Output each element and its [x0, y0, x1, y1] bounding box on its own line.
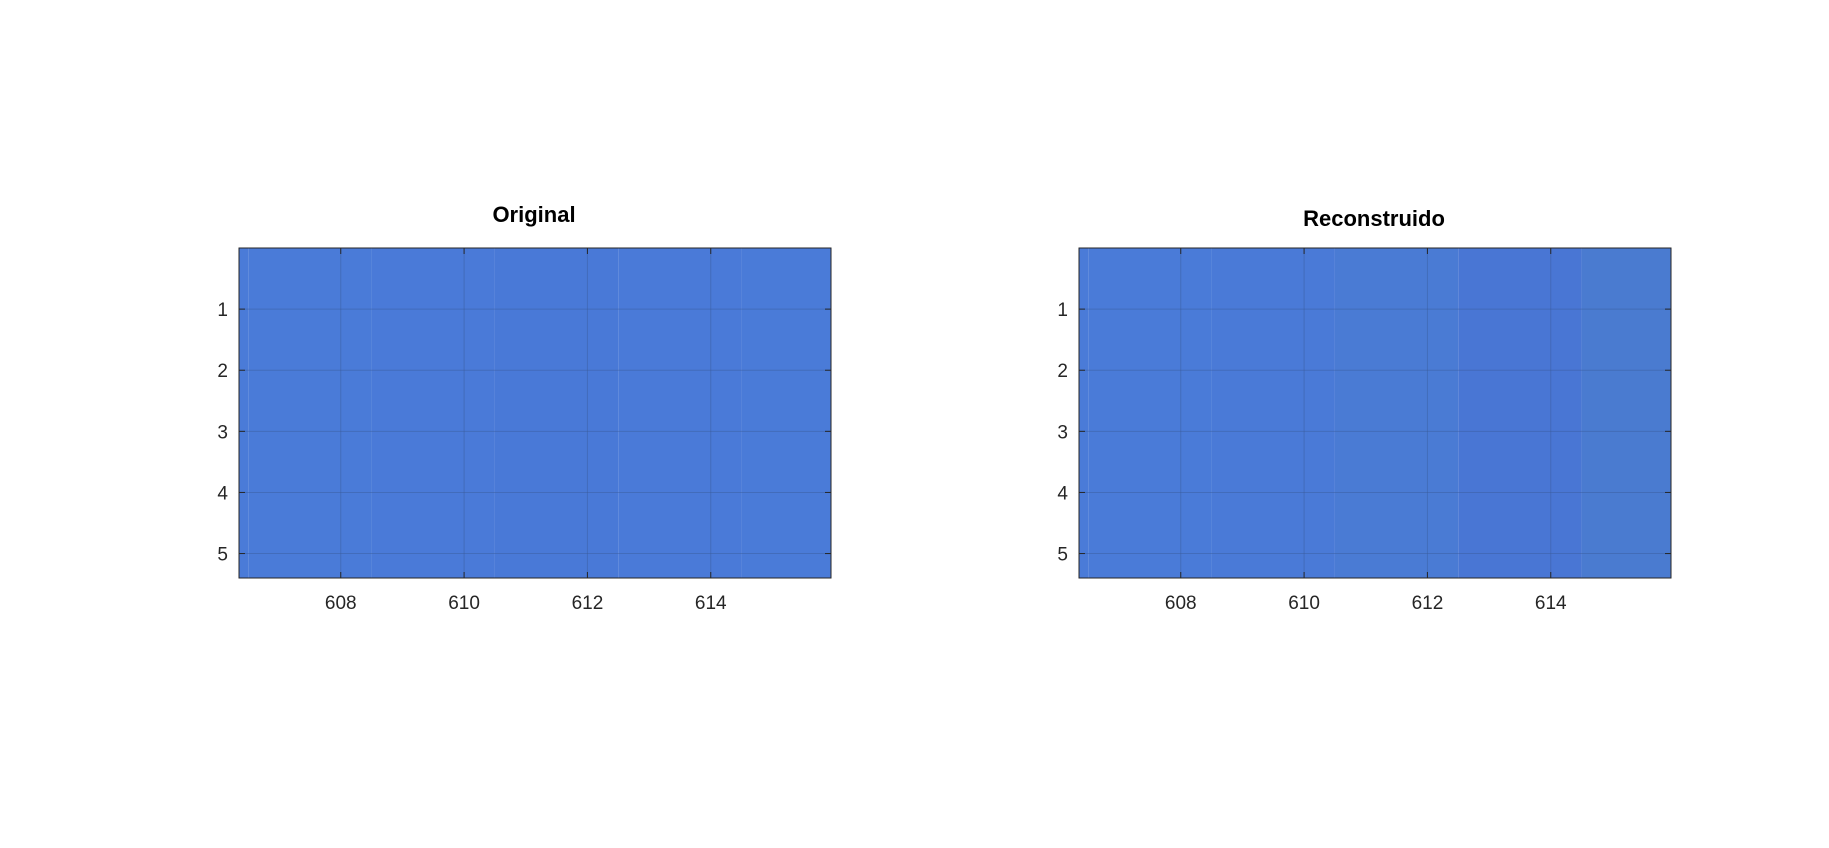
- heatmap-cell: [1458, 248, 1582, 578]
- y-tick-label: 2: [1057, 361, 1068, 382]
- x-tick-label: 608: [1165, 593, 1197, 614]
- y-tick-label: 4: [1057, 483, 1068, 504]
- x-tick-label: 614: [1535, 593, 1567, 614]
- y-tick-label: 5: [1057, 545, 1068, 566]
- heatmap-cell: [239, 248, 249, 578]
- heatmap-cell: [1334, 248, 1459, 578]
- heatmap-cell: [371, 248, 495, 578]
- y-tick-label: 3: [217, 422, 228, 443]
- axes-frame: [238, 247, 832, 579]
- x-tick-label: 610: [448, 593, 480, 614]
- heatmap-cell: [248, 248, 372, 578]
- x-tick-label: 612: [572, 593, 604, 614]
- y-tick-label: 2: [217, 361, 228, 382]
- heatmap-cell: [1079, 248, 1089, 578]
- y-tick-label: 5: [217, 545, 228, 566]
- y-tick-label: 1: [217, 300, 228, 321]
- chart-title: Original: [492, 202, 575, 227]
- chart-title: Reconstruido: [1303, 206, 1445, 231]
- axes-frame: [1078, 247, 1672, 579]
- x-tick-label: 608: [325, 593, 357, 614]
- heatmap-cell: [618, 248, 742, 578]
- x-tick-label: 610: [1288, 593, 1320, 614]
- y-tick-label: 4: [217, 483, 228, 504]
- subplot-reconstruido: Reconstruido 608 610 612 614 1 2 3 4 5: [1057, 206, 1672, 614]
- heatmap-cell: [741, 248, 831, 578]
- x-tick-label: 612: [1412, 593, 1444, 614]
- subplot-original: Original 608 610 612 614 1 2 3 4 5: [217, 202, 832, 614]
- y-tick-label: 3: [1057, 422, 1068, 443]
- heatmap-cell: [1581, 248, 1671, 578]
- x-tick-label: 614: [695, 593, 727, 614]
- y-tick-label: 1: [1057, 300, 1068, 321]
- heatmap-cell: [1211, 248, 1335, 578]
- heatmap-cell: [494, 248, 619, 578]
- heatmap-cell: [1088, 248, 1212, 578]
